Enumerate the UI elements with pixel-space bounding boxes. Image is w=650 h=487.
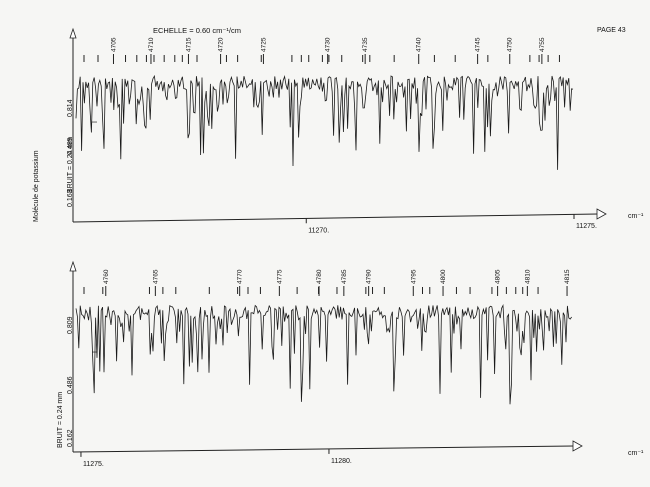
line-number-label-bottom-2: 4770: [237, 269, 244, 284]
line-number-label-top-4: 4725: [260, 37, 267, 52]
y-tick-label-bottom-2: 0.486: [67, 376, 74, 394]
intensity-symbol-bottom: I: [92, 351, 99, 353]
y-tick-label-bottom-1: 0.809: [67, 316, 74, 334]
x-axis-arrow-top: [596, 208, 607, 220]
x-tick-label-top-1: 11275.: [576, 223, 597, 230]
x-axis-arrow-bottom: [572, 440, 583, 452]
y-tick-label-top-3: 0.163: [67, 189, 74, 207]
line-number-label-top-9: 4750: [507, 37, 514, 52]
spectrum-trace-top: [75, 74, 574, 170]
y-axis-arrow-top: [69, 27, 77, 39]
line-number-label-top-1: 4710: [148, 37, 155, 52]
y-tick-label-bottom-3: 0.162: [67, 429, 74, 447]
noise-label-bottom: BRUIT = 0.24 mm: [57, 392, 64, 448]
unit-label-bottom: cm⁻¹: [628, 450, 644, 457]
spectrum-panel-top: BRUIT = 0.24 mm 0.814 0.489 0.163 I cm⁻¹…: [67, 27, 644, 234]
x-tick-label-bottom-0: 11275.: [83, 461, 104, 468]
line-number-label-bottom-9: 4805: [495, 269, 502, 284]
line-number-label-top-6: 4735: [362, 37, 369, 52]
x-axis-top: [72, 213, 599, 223]
line-number-label-bottom-10: 4810: [524, 269, 531, 284]
line-number-label-bottom-6: 4790: [366, 269, 373, 284]
unit-label-top: cm⁻¹: [628, 213, 644, 220]
x-tick-label-top-0: 11270.: [308, 227, 329, 234]
spectrum-trace-bottom: [75, 304, 572, 405]
molecule-label: Molécule de potassium: [33, 150, 40, 222]
scale-label: ECHELLE = 0.60 cm⁻¹/cm: [153, 26, 241, 35]
line-number-label-top-0: 4705: [110, 37, 117, 52]
line-number-label-top-3: 4720: [218, 37, 225, 52]
line-number-label-bottom-11: 4815: [564, 269, 571, 284]
line-number-label-top-5: 4730: [325, 37, 332, 52]
line-number-label-bottom-8: 4800: [440, 269, 447, 284]
y-tick-label-top-2: 0.489: [67, 137, 74, 155]
y-axis-arrow-bottom: [69, 260, 77, 272]
line-number-label-bottom-3: 4775: [276, 269, 283, 284]
line-number-label-bottom-0: 4760: [103, 269, 110, 284]
line-number-label-bottom-7: 4795: [410, 269, 417, 284]
intensity-symbol-top: I: [92, 121, 99, 123]
line-number-label-bottom-4: 4780: [316, 269, 323, 284]
line-number-label-top-2: 4715: [185, 37, 192, 52]
line-number-label-top-10: 4755: [539, 37, 546, 52]
spectrum-panel-bottom: BRUIT = 0.24 mm 0.809 0.486 0.162 I cm⁻¹…: [57, 260, 644, 468]
y-tick-label-top-1: 0.814: [67, 99, 74, 117]
line-number-label-top-8: 4745: [475, 37, 482, 52]
x-axis-bottom: [72, 445, 575, 453]
x-tick-label-bottom-1: 11280.: [331, 458, 352, 465]
line-number-label-bottom-5: 4785: [341, 269, 348, 284]
page-label: PAGE 43: [597, 27, 626, 34]
noise-label-top: BRUIT = 0.24 mm: [67, 137, 74, 193]
line-number-label-top-7: 4740: [416, 37, 423, 52]
line-number-label-bottom-1: 4765: [152, 269, 159, 284]
